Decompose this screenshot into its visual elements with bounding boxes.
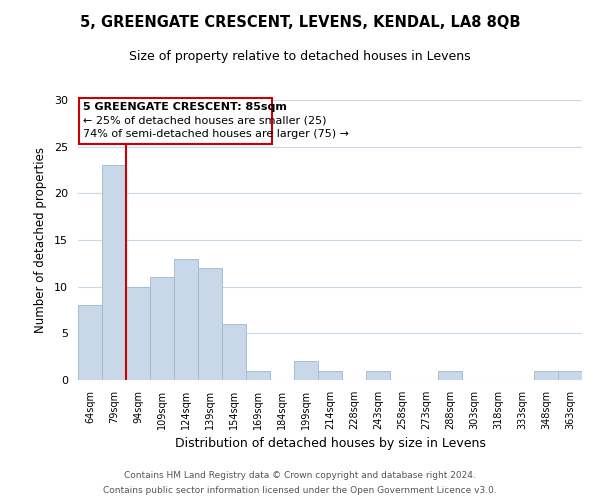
Text: Size of property relative to detached houses in Levens: Size of property relative to detached ho… — [129, 50, 471, 63]
Text: Contains public sector information licensed under the Open Government Licence v3: Contains public sector information licen… — [103, 486, 497, 495]
Bar — [246, 370, 270, 380]
Bar — [222, 324, 246, 380]
Bar — [78, 306, 102, 380]
Bar — [174, 258, 198, 380]
Bar — [126, 286, 150, 380]
Bar — [558, 370, 582, 380]
Text: ← 25% of detached houses are smaller (25): ← 25% of detached houses are smaller (25… — [83, 116, 326, 126]
X-axis label: Distribution of detached houses by size in Levens: Distribution of detached houses by size … — [175, 438, 485, 450]
Bar — [438, 370, 462, 380]
Bar — [198, 268, 222, 380]
Text: 5 GREENGATE CRESCENT: 85sqm: 5 GREENGATE CRESCENT: 85sqm — [83, 102, 287, 112]
Bar — [534, 370, 558, 380]
Bar — [102, 166, 126, 380]
FancyBboxPatch shape — [79, 98, 272, 144]
Bar — [318, 370, 342, 380]
Y-axis label: Number of detached properties: Number of detached properties — [34, 147, 47, 333]
Bar — [366, 370, 390, 380]
Bar — [150, 278, 174, 380]
Text: Contains HM Land Registry data © Crown copyright and database right 2024.: Contains HM Land Registry data © Crown c… — [124, 471, 476, 480]
Bar — [294, 362, 318, 380]
Text: 5, GREENGATE CRESCENT, LEVENS, KENDAL, LA8 8QB: 5, GREENGATE CRESCENT, LEVENS, KENDAL, L… — [80, 15, 520, 30]
Text: 74% of semi-detached houses are larger (75) →: 74% of semi-detached houses are larger (… — [83, 129, 349, 139]
